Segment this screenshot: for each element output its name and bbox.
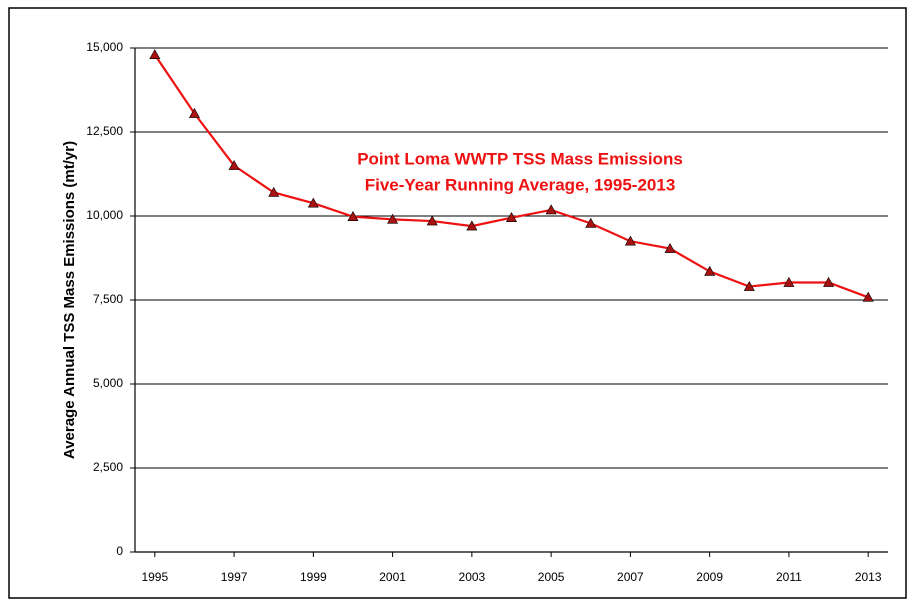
marker: [664, 242, 676, 253]
x-tick-label: 1995: [141, 570, 168, 584]
x-tick-label: 2005: [538, 570, 565, 584]
y-tick-label: 12,500: [86, 124, 123, 138]
marker: [545, 204, 557, 215]
marker: [188, 107, 200, 118]
marker: [823, 276, 835, 287]
y-tick-label: 5,000: [93, 376, 123, 390]
marker: [347, 211, 359, 221]
chart-subtitle: Five-Year Running Average, 1995-2013: [365, 175, 676, 194]
marker: [228, 159, 240, 170]
marker: [426, 215, 438, 226]
marker: [466, 220, 478, 231]
y-tick-label: 2,500: [93, 460, 123, 474]
x-tick-label: 2007: [617, 570, 644, 584]
chart-frame: [8, 7, 907, 599]
x-tick-label: 2011: [776, 570, 802, 584]
y-tick-label: 15,000: [86, 40, 123, 54]
x-tick-label: 2003: [459, 570, 486, 584]
y-axis-label: Average Annual TSS Mass Emissions (mt/yr…: [61, 141, 78, 459]
chart-title: Point Loma WWTP TSS Mass Emissions: [357, 149, 683, 168]
marker: [743, 280, 755, 291]
marker: [149, 49, 161, 60]
x-tick-label: 2001: [379, 570, 406, 584]
x-tick-label: 2009: [696, 570, 723, 584]
x-tick-label: 2013: [855, 570, 882, 584]
x-tick-label: 1999: [300, 570, 327, 584]
marker: [268, 186, 280, 197]
y-tick-label: 0: [116, 544, 123, 558]
marker: [624, 235, 636, 246]
marker: [387, 213, 399, 224]
x-tick-label: 1997: [221, 570, 248, 584]
marker: [307, 197, 319, 208]
marker: [783, 276, 795, 287]
marker: [505, 212, 518, 222]
y-tick-label: 7,500: [93, 292, 123, 306]
marker: [862, 291, 874, 302]
y-tick-label: 10,000: [86, 208, 123, 222]
marker: [585, 217, 597, 228]
marker: [704, 265, 716, 276]
